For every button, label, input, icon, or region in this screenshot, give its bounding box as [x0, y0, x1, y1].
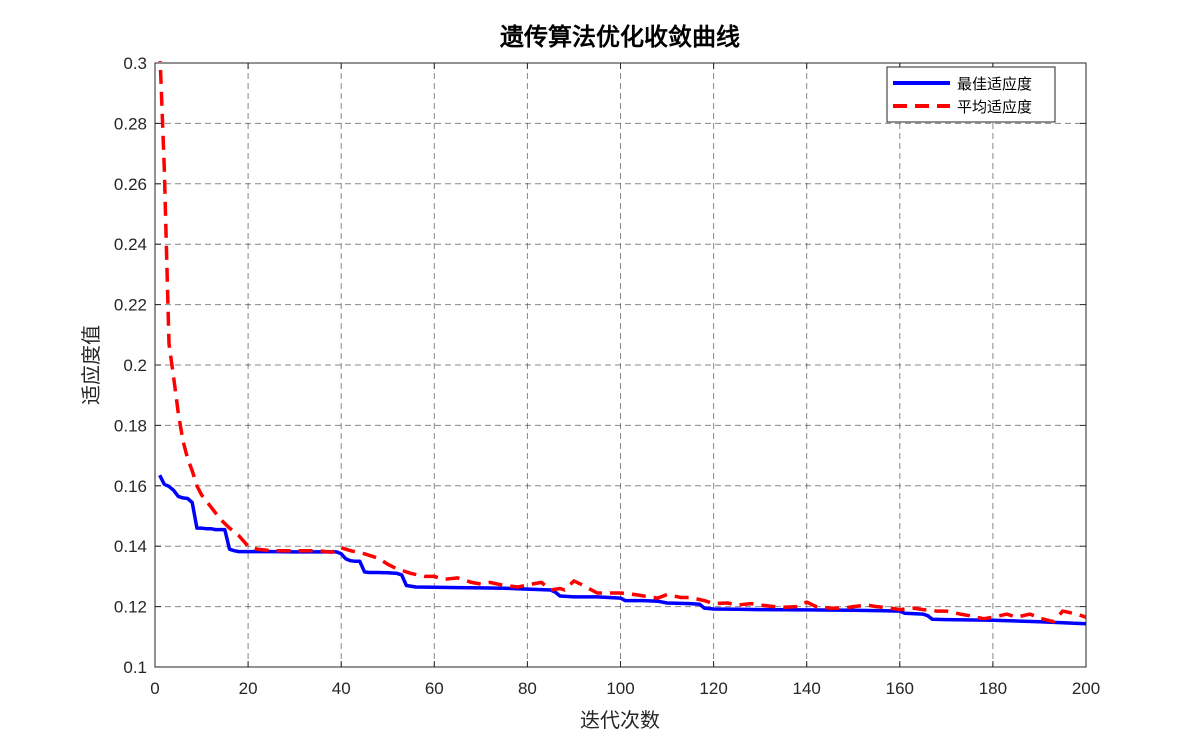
y-tick-label: 0.26	[114, 175, 147, 194]
legend-label-best: 最佳适应度	[957, 75, 1032, 93]
y-tick-label: 0.3	[123, 54, 147, 73]
x-tick-label: 80	[518, 679, 537, 698]
y-tick-label: 0.2	[123, 356, 147, 375]
legend-box	[886, 66, 1056, 123]
legend: 最佳适应度 平均适应度	[886, 66, 1056, 123]
x-tick-label: 0	[150, 679, 159, 698]
x-tick-label: 100	[606, 679, 634, 698]
series-lines	[158, 61, 1086, 626]
y-tick-label: 0.22	[114, 296, 147, 315]
x-tick-label: 60	[425, 679, 444, 698]
grid	[155, 63, 1086, 667]
x-tick-label: 180	[979, 679, 1007, 698]
legend-label-avg: 平均适应度	[957, 98, 1032, 116]
best-fitness-line	[158, 474, 1086, 626]
x-tick-label: 160	[886, 679, 914, 698]
x-tick-label: 40	[332, 679, 351, 698]
x-tick-label: 20	[239, 679, 258, 698]
y-tick-label: 0.16	[114, 477, 147, 496]
y-tick-label: 0.1	[123, 658, 147, 677]
x-tick-label: 200	[1072, 679, 1100, 698]
y-tick-label: 0.14	[114, 537, 147, 556]
x-tick-label: 140	[793, 679, 821, 698]
chart-title: 遗传算法优化收敛曲线	[499, 22, 740, 51]
y-tick-label: 0.28	[114, 114, 147, 133]
x-tick-label: 120	[699, 679, 727, 698]
x-axis-label: 迭代次数	[580, 708, 660, 732]
y-axis-label: 适应度值	[79, 325, 103, 405]
ticks: 0 20 40 60 80 100 120 140 160 180 200 0.1 0.12 0.14 0.…	[114, 54, 1100, 698]
average-fitness-line	[158, 61, 1086, 624]
y-tick-label: 0.18	[114, 416, 147, 435]
y-tick-label: 0.12	[114, 598, 147, 617]
y-tick-label: 0.24	[114, 235, 147, 254]
